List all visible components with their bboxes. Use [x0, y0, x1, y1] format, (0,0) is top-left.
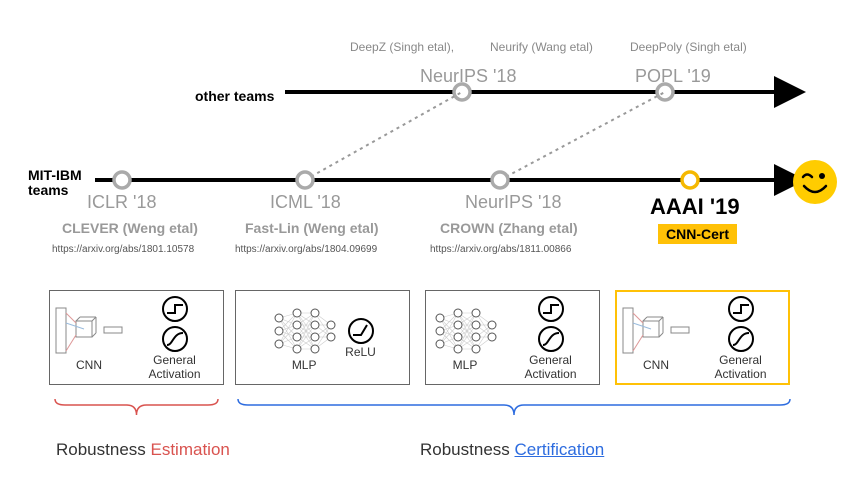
method-card: CNN General Activation [49, 290, 224, 385]
cnn-icon [54, 303, 124, 358]
conference-label: ICML '18 [270, 192, 341, 213]
arxiv-url: https://arxiv.org/abs/1804.09699 [235, 244, 377, 255]
dashed-connector [500, 92, 665, 180]
relu-icon [347, 317, 375, 345]
mit-ibm-label: MIT-IBMteams [28, 168, 82, 199]
aaai-label: AAAI '19 [650, 194, 740, 220]
method-card: CNN General Activation [615, 290, 790, 385]
citation: DeepPoly (Singh etal) [630, 40, 747, 54]
conference-label: NeurIPS '18 [465, 192, 562, 213]
brace-caption: Robustness Certification [420, 440, 604, 460]
arch-label: CNN [643, 358, 669, 372]
arxiv-url: https://arxiv.org/abs/1801.10578 [52, 244, 194, 255]
brace-certification [238, 399, 790, 415]
method-card: MLP General Activation [425, 290, 600, 385]
arxiv-url: https://arxiv.org/abs/1811.00866 [430, 244, 571, 255]
arch-label: CNN [76, 358, 102, 372]
timeline-marker [297, 172, 313, 188]
mlp-icon [269, 303, 339, 358]
dashed-connector [305, 92, 462, 180]
conference-label: POPL '19 [635, 66, 711, 87]
timeline-marker [492, 172, 508, 188]
method-label: CROWN (Zhang etal) [440, 220, 578, 236]
cnn-cert-badge: CNN-Cert [658, 224, 737, 244]
brace-estimation [55, 399, 218, 415]
arch-label: MLP [292, 358, 317, 372]
step-icon [727, 295, 755, 323]
activation-label: General Activation [697, 353, 784, 381]
activation-label: General Activation [506, 353, 595, 381]
cnn-icon [621, 303, 691, 358]
sigmoid-icon [727, 325, 755, 353]
smiley-icon [793, 160, 837, 204]
arch-label: MLP [453, 358, 478, 372]
step-icon [537, 295, 565, 323]
mlp-icon [430, 303, 500, 358]
timeline-marker [114, 172, 130, 188]
method-label: Fast-Lin (Weng etal) [245, 220, 379, 236]
other-teams-label: other teams [195, 88, 274, 104]
citation: Neurify (Wang etal) [490, 40, 593, 54]
timeline-marker [682, 172, 698, 188]
citation: DeepZ (Singh etal), [350, 40, 454, 54]
brace-caption: Robustness Estimation [56, 440, 230, 460]
step-icon [161, 295, 189, 323]
method-label: CLEVER (Weng etal) [62, 220, 198, 236]
method-card: MLP ReLU [235, 290, 410, 385]
conference-label: ICLR '18 [87, 192, 156, 213]
sigmoid-icon [537, 325, 565, 353]
sigmoid-icon [161, 325, 189, 353]
activation-label: ReLU [345, 345, 376, 359]
conference-label: NeurIPS '18 [420, 66, 517, 87]
activation-label: General Activation [130, 353, 219, 381]
